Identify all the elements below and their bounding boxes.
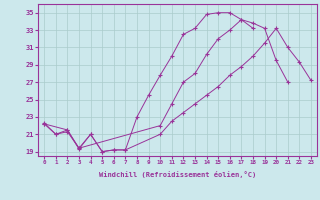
X-axis label: Windchill (Refroidissement éolien,°C): Windchill (Refroidissement éolien,°C) xyxy=(99,171,256,178)
